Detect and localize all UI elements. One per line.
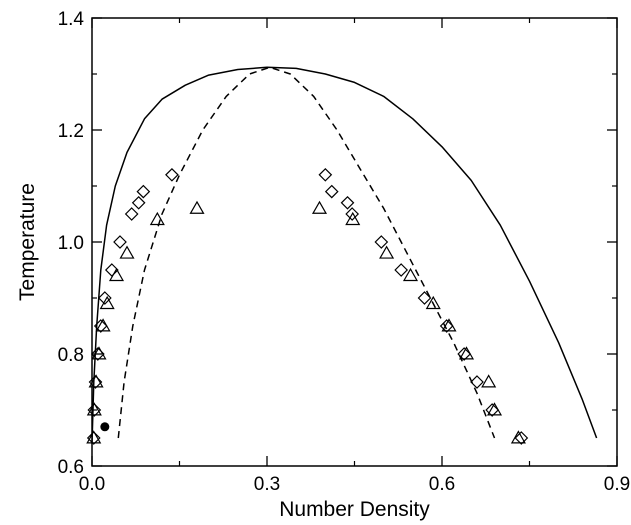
curves — [91, 66, 598, 444]
triangle-point — [99, 295, 115, 310]
triangle-point — [345, 211, 361, 226]
diamond-point — [87, 403, 102, 417]
diamond-point — [86, 431, 101, 445]
triangle-point — [486, 402, 503, 416]
triangle-point — [86, 430, 102, 444]
plot-border — [91, 17, 618, 467]
markers — [86, 167, 529, 445]
x-axis-title: Number Density — [279, 498, 430, 521]
diamond-point — [136, 184, 151, 199]
diamond-point — [374, 235, 389, 249]
solid-curve — [91, 66, 598, 444]
diamond-point — [470, 375, 484, 389]
diamond-point — [417, 291, 432, 305]
diamond-point — [104, 263, 119, 277]
dashed-curve — [117, 66, 496, 439]
triangle-point — [458, 346, 475, 360]
diamond-point — [113, 235, 127, 249]
x-tick-label: 0.9 — [604, 474, 630, 495]
diamond-point — [124, 207, 139, 221]
y-axis-title: Temperature — [16, 183, 39, 301]
diamond-point — [318, 167, 333, 182]
triangle-point — [441, 318, 457, 332]
triangle-point — [108, 267, 125, 282]
diamond-point — [457, 347, 472, 361]
triangle-point — [510, 430, 526, 444]
triangle-point — [91, 346, 107, 360]
axis-ticks — [91, 17, 618, 467]
diamond-point — [93, 319, 108, 333]
diamond-point — [345, 207, 360, 221]
triangle-point — [119, 245, 135, 259]
diamond-point — [485, 403, 500, 417]
y-tick-label: 1.4 — [58, 9, 85, 30]
triangle-point — [189, 200, 205, 214]
diamond-point — [165, 167, 179, 182]
triangle-point — [379, 245, 395, 259]
y-tick-label: 0.6 — [58, 457, 84, 478]
diamond-point — [514, 431, 529, 445]
triangle-point — [311, 200, 328, 214]
x-tick-label: 0.6 — [429, 474, 455, 495]
triangle-point — [95, 318, 111, 332]
triangle-point — [88, 374, 104, 388]
tick-labels: 0.0 0.3 0.6 0.9 0.6 0.8 1.0 1.2 1.4 — [58, 9, 631, 495]
triangle-point — [86, 402, 102, 416]
y-tick-label: 1.0 — [58, 233, 84, 254]
diamond-point — [131, 195, 146, 210]
diamond-point — [324, 184, 339, 199]
diamond-point — [340, 195, 355, 210]
diamond-point — [439, 319, 454, 333]
triangle-point — [481, 374, 497, 388]
plot-frame — [91, 17, 618, 467]
triangle-point — [149, 211, 165, 226]
x-tick-label: 0.0 — [79, 474, 105, 495]
diamond-point — [97, 291, 112, 305]
triangle-point — [425, 295, 441, 310]
y-tick-label: 0.8 — [58, 345, 84, 366]
x-tick-label: 0.3 — [254, 474, 280, 495]
y-tick-label: 1.2 — [58, 121, 84, 142]
filled-circle-point — [100, 422, 110, 432]
triangle-point — [402, 267, 419, 282]
diamond-point — [88, 375, 103, 389]
diamond-point — [394, 263, 409, 277]
